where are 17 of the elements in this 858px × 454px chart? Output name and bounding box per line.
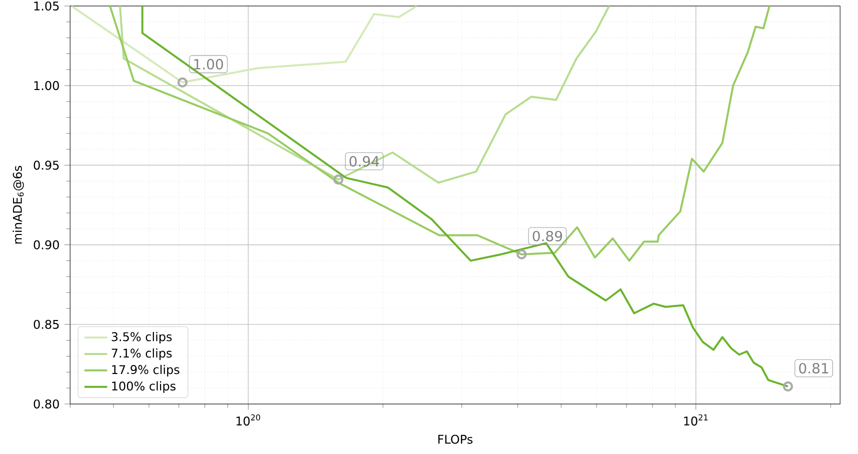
x-tick-label: 10$^{20}$ — [236, 414, 260, 426]
legend-label: 3.5% clips — [112, 332, 172, 344]
y-tick-label: 0.90 — [34, 240, 59, 250]
y-tick-label: 1.00 — [34, 81, 59, 90]
y-tick-label: 0.85 — [34, 320, 59, 329]
legend-label: 7.1% clips — [112, 348, 172, 360]
annotation: 0.89 — [532, 230, 562, 242]
y-tick-label: 0.80 — [34, 399, 59, 409]
legend-label: 17.9% clips — [112, 364, 180, 376]
y-tick-label: 1.05 — [34, 1, 59, 11]
legend-label: 100% clips — [112, 381, 176, 393]
y-axis-title: minADE$_{6}$@6s — [12, 166, 24, 244]
y-tick-label: 0.95 — [34, 160, 59, 170]
annotation: 1.00 — [194, 58, 223, 70]
x-axis-title: FLOPs — [438, 434, 472, 444]
x-tick-label: 10$^{21}$ — [684, 414, 708, 426]
annotation: 0.81 — [799, 362, 828, 374]
